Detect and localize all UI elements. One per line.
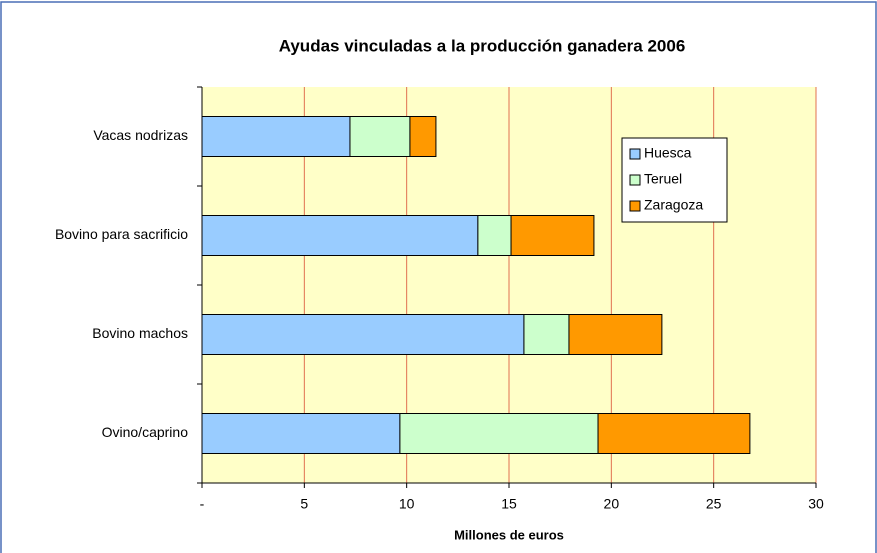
bar-segment [568,314,663,355]
bar-segment [399,413,599,454]
x-tick-label: 10 [399,496,415,512]
bar-segment [201,314,525,355]
y-tick-label: Ovino/caprino [102,424,189,440]
x-tick-label: 25 [706,496,722,512]
bar-segment [510,215,595,256]
y-tick-label: Bovino para sacrificio [55,226,188,242]
y-tick-label: Vacas nodrizas [93,127,188,143]
bar-segment [409,116,437,157]
bar-segment [523,314,570,355]
legend-label: Zaragoza [644,197,703,213]
legend-label: Teruel [644,171,682,187]
x-tick-label: 5 [300,496,308,512]
legend-swatch [629,174,641,186]
bar-segment [477,215,512,256]
y-tick-label: Bovino machos [92,325,188,341]
bar-segment [201,116,351,157]
x-axis-label: Millones de euros [454,527,564,542]
bar-segment [201,215,479,256]
bar-segment [349,116,411,157]
x-tick-label: 15 [501,496,517,512]
chart-title: Ayudas vinculadas a la producción ganade… [279,36,686,55]
legend-swatch [629,148,641,160]
x-tick-label: - [200,496,205,512]
legend-swatch [629,200,641,212]
x-tick-label: 30 [808,496,824,512]
x-tick-label: 20 [604,496,620,512]
legend-label: Huesca [644,145,692,161]
bar-segment [201,413,401,454]
bar-segment [597,413,751,454]
